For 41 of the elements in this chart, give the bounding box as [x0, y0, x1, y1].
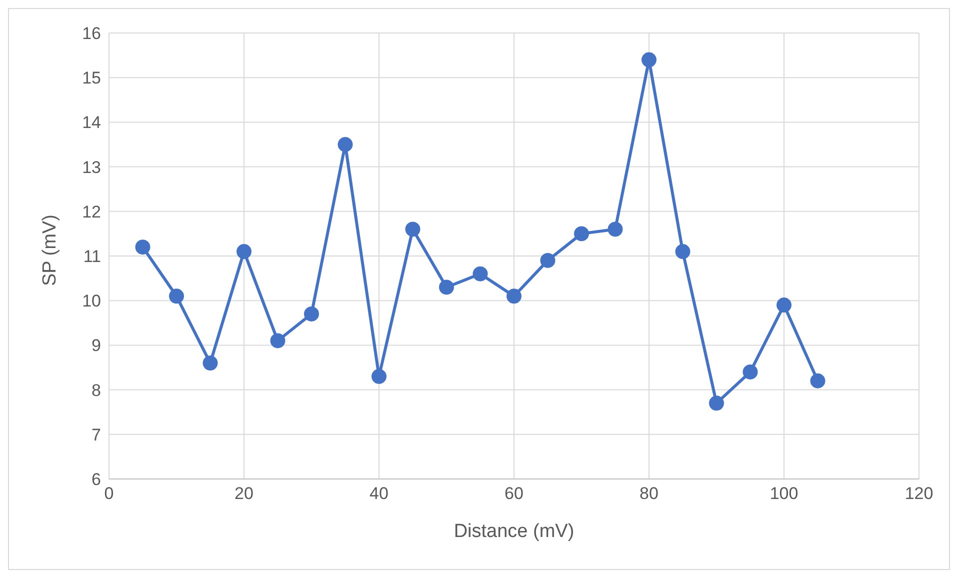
point: [372, 368, 386, 384]
x-tick-label: 80: [640, 484, 658, 504]
point: [608, 222, 623, 237]
y-tick-label: 16: [82, 24, 101, 44]
y-tick-label: 11: [83, 247, 101, 266]
point: [202, 356, 218, 371]
point: [742, 364, 758, 380]
point: [169, 288, 184, 304]
point: [540, 252, 556, 268]
y-axis-title: SP (mV): [40, 214, 61, 286]
y-tick-label: 9: [92, 336, 101, 356]
point: [236, 244, 252, 260]
point: [270, 333, 286, 348]
x-tick-label: 40: [370, 484, 388, 504]
point: [574, 226, 589, 242]
point: [439, 280, 454, 295]
y-tick-label: 6: [92, 470, 101, 490]
point: [405, 222, 420, 237]
point: [810, 373, 826, 388]
x-axis-title: Distance (mV): [454, 521, 574, 542]
x-tick-label: 120: [904, 484, 934, 504]
x-tick-label: 100: [770, 484, 798, 504]
point: [776, 298, 792, 313]
y-tick-label: 7: [92, 425, 101, 444]
point: [675, 244, 690, 260]
y-tick-label: 13: [82, 158, 101, 177]
y-tick-label: 15: [82, 68, 101, 88]
x-tick-label: 0: [104, 484, 114, 504]
point: [709, 396, 724, 411]
y-tick-label: 14: [82, 113, 101, 132]
point: [304, 306, 319, 322]
point: [642, 52, 656, 68]
point: [506, 288, 522, 304]
y-tick-label: 10: [82, 292, 101, 311]
x-tick-label: 20: [234, 484, 254, 504]
point: [135, 240, 150, 255]
x-tick-label: 60: [504, 484, 524, 504]
point: [472, 266, 488, 282]
y-tick-label: 8: [92, 380, 101, 400]
y-tick-label: 12: [82, 202, 101, 222]
point: [338, 137, 353, 152]
